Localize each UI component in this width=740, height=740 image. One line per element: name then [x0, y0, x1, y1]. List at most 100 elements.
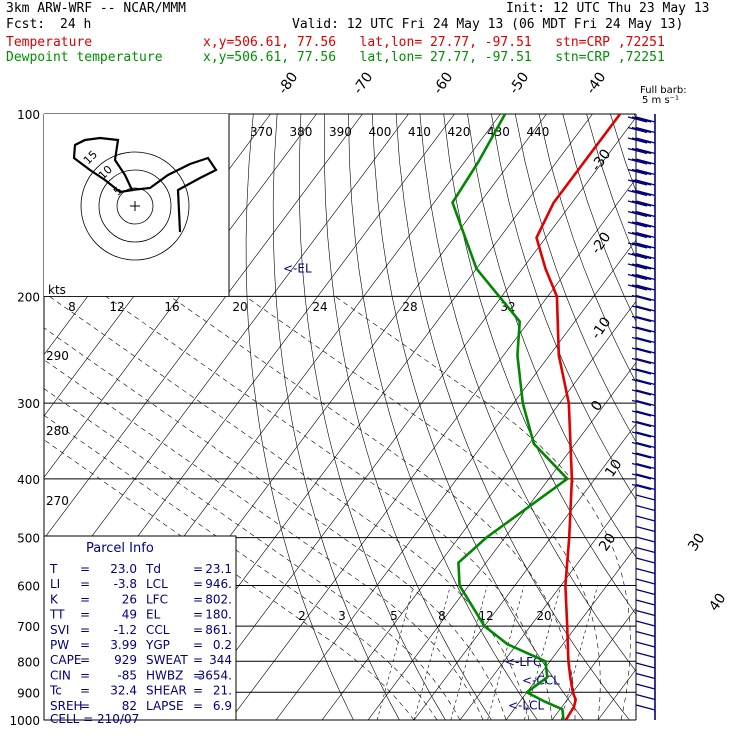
mixing-ratio-label: 20: [536, 609, 551, 623]
temperature-station-info: x,y=506.61, 77.56 lat,lon= 27.77, -97.51…: [203, 35, 665, 50]
theta-label: 420: [448, 125, 471, 139]
wind-barb: [635, 483, 656, 491]
parcel-key: CAPE: [50, 653, 81, 667]
isotherm-label: 0: [588, 398, 606, 414]
wind-barb: [627, 231, 648, 239]
mixing-ratio-line: [376, 585, 414, 720]
isotherm-label: -50: [506, 69, 532, 97]
theta-label: 390: [329, 125, 352, 139]
wind-barb: [631, 305, 652, 312]
wind-barb: [635, 515, 656, 522]
model-title: 3km ARW-WRF -- NCAR/MMM: [6, 1, 187, 16]
dry-adiabat-line: [348, 114, 538, 720]
parcel-key: LCL: [146, 577, 168, 591]
parcel-eq: =: [80, 668, 90, 682]
hodograph-trace: [72, 136, 218, 233]
parcel-key: LAPSE: [146, 699, 184, 713]
wind-barb: [631, 179, 652, 186]
isotherm-line: [459, 484, 636, 720]
parcel-value: 3.99: [110, 638, 137, 652]
isotherm-line: [44, 114, 317, 478]
wind-barb: [635, 368, 656, 375]
dry-adiabat-line: [491, 114, 636, 501]
parcel-eq: =: [193, 592, 203, 606]
isotherm-line: [183, 116, 636, 720]
wind-barb: [627, 116, 648, 123]
theta-label: 410: [408, 125, 431, 139]
wind-barb: [635, 536, 656, 543]
wind-barb: [635, 620, 656, 627]
wind-barb: [635, 662, 656, 669]
mixing-ratio-label: 5: [390, 609, 398, 623]
wind-barb: [635, 242, 656, 249]
hodograph-speed-label: 12: [109, 300, 124, 314]
pressure-label: 700: [17, 620, 40, 634]
wind-barb: [635, 452, 656, 459]
hodograph-ring: [80, 151, 190, 261]
theta-label: 400: [369, 125, 392, 139]
wind-barb: [635, 252, 656, 260]
dry-adiabat-line: [514, 114, 636, 443]
temperature-legend: Temperature: [6, 35, 93, 50]
dry-adiabat-line: [245, 114, 354, 720]
wind-barb: [635, 221, 656, 228]
hodograph-speed-label: 8: [68, 300, 76, 314]
wind-barb: [627, 200, 648, 207]
dry-adiabat-line: [298, 114, 446, 720]
wind-barb: [631, 294, 652, 302]
moist-adiabat-line: [334, 296, 631, 720]
parcel-eq: =: [80, 653, 90, 667]
mixing-ratio-line: [413, 585, 451, 720]
parcel-eq: =: [193, 668, 203, 682]
barb-legend-units: 5 m s⁻¹: [642, 95, 679, 106]
parcel-value: 21.: [213, 684, 232, 698]
wind-barb: [631, 284, 652, 291]
wind-barb: [635, 599, 656, 606]
theta-label: 370: [250, 125, 273, 139]
wind-barb: [627, 242, 648, 249]
hodograph-speed-label: 16: [164, 300, 179, 314]
wind-barb: [631, 483, 652, 491]
parcel-eq: =: [193, 699, 203, 713]
dry-adiabat-line: [706, 114, 740, 720]
moist-adiabat-line: [170, 296, 576, 720]
wind-barb: [635, 420, 656, 428]
pressure-label: 300: [17, 397, 40, 411]
wind-barb: [627, 158, 648, 165]
hodograph-speed-label: 24: [312, 300, 327, 314]
moist-adiabat-line: [44, 414, 438, 720]
parcel-key: SWEAT: [146, 653, 188, 667]
wind-barb: [635, 525, 656, 533]
wind-barb: [635, 399, 656, 407]
parcel-value: -85: [117, 668, 137, 682]
parcel-key: CIN: [50, 668, 71, 682]
parcel-eq: =: [80, 699, 90, 713]
mixing-ratio-label: 2: [298, 609, 306, 623]
moist-adiabat-line: [245, 296, 601, 720]
wind-barb: [635, 126, 656, 134]
parcel-key: SREH: [50, 699, 83, 713]
parcel-key: SVI: [50, 623, 69, 637]
parcel-value: 0.2: [213, 638, 232, 652]
theta-label: 380: [290, 125, 313, 139]
dry-adiabat-line: [372, 114, 584, 720]
parcel-value: 32.4: [110, 684, 137, 698]
isotherm-label: -60: [430, 69, 456, 97]
dewpoint-station-info: x,y=506.61, 77.56 lat,lon= 27.77, -97.51…: [203, 50, 665, 65]
hodograph-ring: [98, 169, 172, 243]
isotherm-line: [44, 114, 409, 601]
mixing-ratio-line: [450, 585, 488, 720]
parcel-key: SHEAR: [146, 684, 187, 698]
isotherm-label: 30: [685, 531, 708, 555]
pressure-label: 500: [17, 532, 40, 546]
dry-adiabat-line: [443, 114, 636, 615]
parcel-cell: CELL = 210/07: [50, 712, 139, 726]
wind-barb: [635, 200, 656, 207]
isotherm-line: [321, 300, 636, 720]
valid-time: Valid: 12 UTC Fri 24 May 13 (06 MDT Fri …: [292, 17, 684, 32]
parcel-eq: =: [80, 608, 90, 622]
mixing-ratio-label: 8: [438, 609, 446, 623]
wind-barb: [635, 326, 656, 333]
wind-barb: [631, 137, 652, 144]
